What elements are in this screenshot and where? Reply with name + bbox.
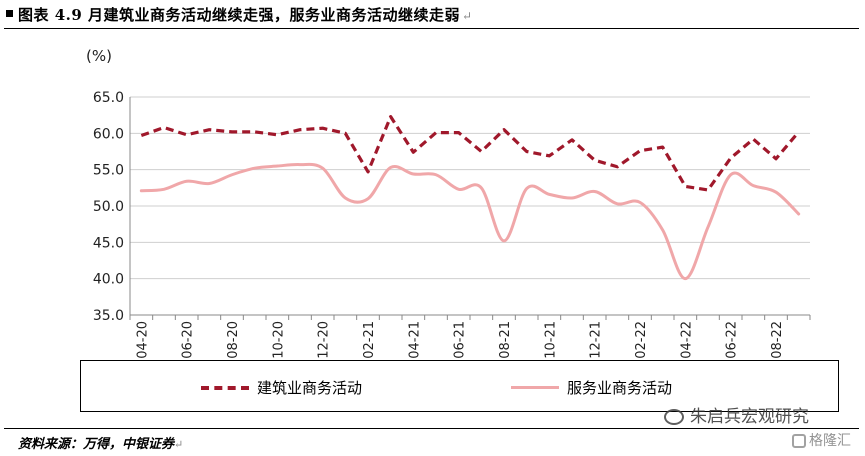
x-tick-label: 08-20: [226, 321, 241, 359]
x-tick-label: 06-22: [725, 321, 740, 359]
legend-label-construction: 建筑业商务活动: [257, 379, 363, 397]
y-tick-label: 55.0: [93, 163, 124, 179]
y-tick-label: 50.0: [93, 199, 124, 215]
source-text: 资料来源：万得，中银证券: [18, 437, 175, 452]
y-tick-label: 40.0: [93, 272, 124, 288]
y-tick-label: 35.0: [93, 308, 124, 324]
x-tick-label: 12-21: [589, 321, 604, 359]
y-tick-label: 45.0: [93, 235, 124, 251]
x-tick-label: 10-20: [271, 321, 286, 359]
chart-title: 图表 4.9 月建筑业商务活动继续走强，服务业商务活动继续走弱 ↵: [18, 4, 473, 25]
gelonghui-icon: [792, 434, 806, 448]
y-tick-label: 60.0: [93, 126, 124, 142]
wechat-watermark-text: 朱启兵宏观研究: [690, 407, 809, 427]
return-mark-icon: ↵: [462, 9, 473, 23]
legend-item-services: 服务业商务活动: [511, 377, 672, 398]
series-line-services: [139, 162, 801, 281]
y-axis-unit: (%): [86, 47, 112, 65]
x-tick-label: 08-22: [770, 321, 785, 359]
x-tick-label: 12-20: [317, 321, 332, 359]
x-tick-label: 06-20: [181, 321, 196, 359]
gelonghui-watermark: 格隆汇: [792, 430, 851, 450]
wechat-watermark: 朱启兵宏观研究: [664, 402, 809, 427]
y-tick-label: 65.0: [93, 90, 124, 106]
title-bar: 图表 4.9 月建筑业商务活动继续走强，服务业商务活动继续走弱 ↵: [4, 2, 859, 29]
x-tick-label: 04-21: [407, 321, 422, 359]
wechat-icon: [664, 409, 684, 425]
x-tick-label: 02-21: [362, 321, 377, 359]
bullet-square-icon: [6, 10, 13, 17]
x-tick-label: 06-21: [453, 321, 468, 359]
x-tick-label: 04-22: [679, 321, 694, 359]
series-line-construction: [140, 115, 800, 192]
source-note: 资料来源：万得，中银证券↵: [18, 433, 183, 452]
legend-swatch-services: [511, 386, 559, 389]
legend-label-services: 服务业商务活动: [567, 379, 673, 397]
x-tick-label: 04-20: [135, 321, 150, 359]
legend-swatch-construction: [201, 385, 249, 390]
x-tick-label: 10-21: [543, 321, 558, 359]
footer-return-mark-icon: ↵: [174, 438, 184, 451]
chart-title-text: 图表 4.9 月建筑业商务活动继续走强，服务业商务活动继续走弱: [18, 6, 461, 24]
footer: 资料来源：万得，中银证券↵: [4, 428, 859, 452]
gelonghui-watermark-text: 格隆汇: [809, 433, 851, 449]
x-tick-label: 02-22: [634, 321, 649, 359]
x-tick-label: 08-21: [498, 321, 513, 359]
legend-item-construction: 建筑业商务活动: [201, 377, 362, 398]
legend: 建筑业商务活动 服务业商务活动: [80, 360, 839, 412]
